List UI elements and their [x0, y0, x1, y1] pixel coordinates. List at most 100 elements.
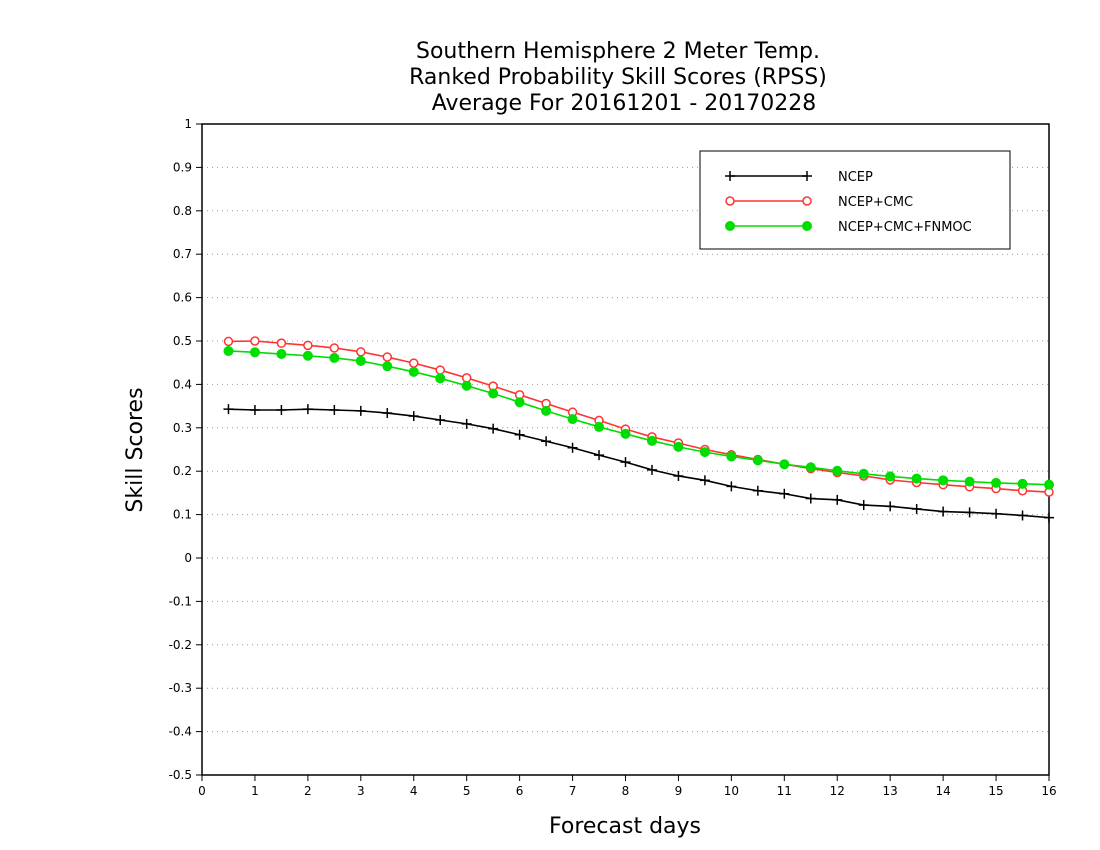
x-tick-label: 3 — [357, 784, 365, 798]
data-point-filled-circle — [991, 477, 1002, 488]
data-point-plus — [911, 503, 922, 514]
data-point-plus — [725, 171, 735, 181]
legend-label: NCEP — [838, 170, 873, 185]
data-point-filled-circle — [488, 388, 499, 399]
data-point-filled-circle — [461, 380, 472, 391]
data-point-plus — [514, 429, 525, 440]
data-point-plus — [802, 171, 812, 181]
legend-label: NCEP+CMC — [838, 195, 913, 210]
data-point-plus — [858, 500, 869, 511]
y-tick-label: 0 — [184, 551, 192, 565]
x-tick-label: 5 — [463, 784, 471, 798]
data-point-plus — [991, 508, 1002, 519]
data-point-plus — [832, 494, 843, 505]
data-point-filled-circle — [779, 459, 790, 470]
data-point-filled-circle — [435, 373, 446, 384]
data-point-plus — [249, 405, 260, 416]
y-tick-label: 0.7 — [173, 247, 192, 261]
data-point-filled-circle — [938, 475, 949, 486]
y-tick-label: 0.1 — [173, 508, 192, 522]
data-point-filled-circle — [646, 435, 657, 446]
x-tick-label: 1 — [251, 784, 259, 798]
y-tick-label: 0.8 — [173, 204, 192, 218]
legend-items: NCEP NCEP+CMC NCEP+CMC+FNMOC — [725, 170, 972, 235]
series-line — [228, 340, 1050, 493]
chart-title-line-2: Ranked Probability Skill Scores (RPSS) — [409, 65, 827, 90]
data-point-plus — [673, 470, 684, 481]
data-point-filled-circle — [885, 471, 896, 482]
x-tick-label: 9 — [675, 784, 683, 798]
x-tick-label: 8 — [622, 784, 630, 798]
data-point-plus — [1017, 510, 1028, 521]
series-line — [228, 350, 1050, 486]
data-point-filled-circle — [249, 347, 260, 358]
data-point-plus — [885, 501, 896, 512]
y-tick-label: 0.3 — [173, 421, 192, 435]
x-tick-label: 0 — [198, 784, 206, 798]
x-tick-label: 13 — [883, 784, 898, 798]
data-point-filled-circle — [832, 465, 843, 476]
legend-entry: NCEP+CMC+FNMOC — [725, 220, 972, 235]
data-point-open-circle — [329, 343, 340, 353]
data-point-open-circle — [725, 196, 735, 206]
data-point-plus — [752, 485, 763, 496]
data-point-open-circle — [409, 358, 419, 368]
x-tick-label: 4 — [410, 784, 418, 798]
plot-area-frame — [201, 123, 1050, 776]
data-point-plus — [302, 404, 313, 415]
x-tick-label: 6 — [516, 784, 524, 798]
data-point-filled-circle — [805, 462, 816, 473]
data-point-open-circle — [382, 352, 393, 362]
data-point-open-circle — [802, 196, 812, 206]
data-point-plus — [408, 411, 419, 422]
data-point-filled-circle — [567, 414, 578, 425]
data-point-plus — [964, 507, 975, 518]
data-point-plus — [541, 436, 552, 447]
data-point-filled-circle — [223, 345, 234, 356]
data-point-filled-circle — [541, 405, 552, 416]
gridlines — [202, 166, 1049, 733]
data-point-open-circle — [435, 365, 445, 375]
data-point-open-circle — [356, 347, 366, 357]
data-point-plus — [567, 442, 578, 453]
data-point-plus — [779, 488, 790, 499]
y-tick-label: 0.5 — [173, 334, 192, 348]
legend-entry: NCEP — [725, 170, 873, 185]
y-tick-label: -0.5 — [169, 768, 192, 782]
data-point-filled-circle — [725, 221, 735, 231]
data-point-filled-circle — [699, 447, 710, 458]
data-point-plus — [435, 414, 446, 425]
x-tick-label: 16 — [1041, 784, 1056, 798]
data-point-filled-circle — [726, 451, 737, 462]
data-point-filled-circle — [620, 428, 631, 439]
data-point-plus — [594, 450, 605, 461]
y-tick-label: 0.9 — [173, 160, 192, 174]
chart-title-line-3: Average For 20161201 - 20170228 — [432, 91, 817, 116]
x-tick-label: 14 — [935, 784, 950, 798]
series-layer — [223, 336, 1054, 523]
data-point-filled-circle — [594, 421, 605, 432]
series-ncep-cmc-fnmoc — [223, 345, 1054, 490]
data-point-plus — [276, 405, 287, 416]
data-point-filled-circle — [911, 473, 922, 484]
data-point-filled-circle — [329, 352, 340, 363]
data-point-plus — [1044, 512, 1054, 523]
y-tick-label: -0.2 — [169, 638, 192, 652]
axis-ticks: -0.5 -0.4 -0.3 -0.2 -0.1 0 0.1 0.2 0.3 0.4 0.5 0.6 0… — [169, 117, 1057, 798]
legend-label: NCEP+CMC+FNMOC — [838, 220, 972, 235]
x-tick-label: 7 — [569, 784, 577, 798]
legend: NCEP NCEP+CMC NCEP+CMC+FNMOC — [699, 150, 1011, 250]
data-point-filled-circle — [802, 221, 812, 231]
data-point-plus — [938, 506, 949, 517]
data-point-open-circle — [461, 373, 472, 383]
data-point-plus — [355, 405, 366, 416]
data-point-filled-circle — [408, 366, 419, 377]
x-axis-label: Forecast days — [549, 814, 701, 839]
data-point-open-circle — [276, 338, 287, 348]
y-tick-label: 1 — [184, 117, 192, 131]
data-point-plus — [620, 457, 631, 468]
data-point-plus — [461, 418, 472, 429]
y-tick-label: 0.6 — [173, 291, 192, 305]
x-tick-label: 12 — [830, 784, 845, 798]
data-point-filled-circle — [514, 397, 525, 408]
